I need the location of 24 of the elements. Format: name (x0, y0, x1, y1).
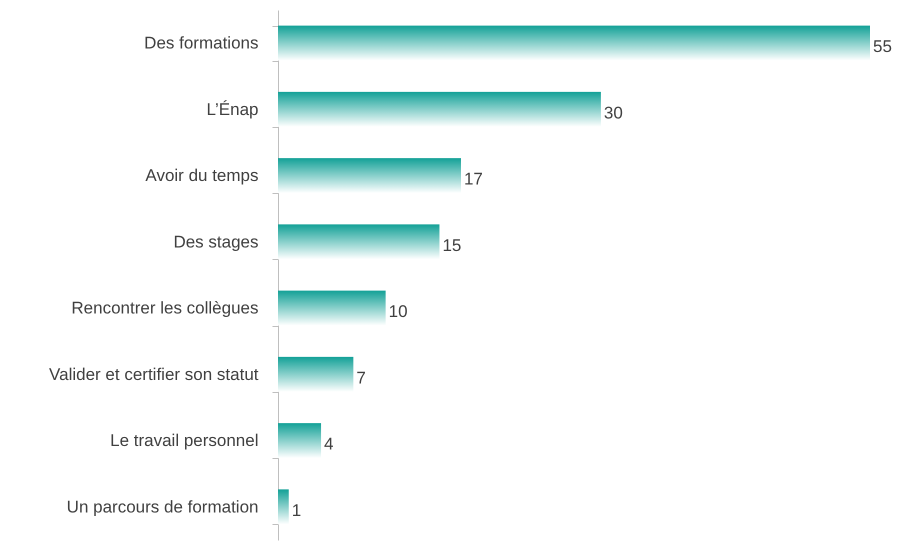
bar (278, 26, 870, 61)
y-tick-label: Des stages (173, 232, 258, 252)
y-tick-label: Un parcours de formation (66, 497, 258, 516)
bar (278, 290, 386, 326)
bar (278, 489, 289, 524)
y-tick-label: Le travail personnel (110, 431, 258, 450)
data-label: 30 (604, 103, 623, 122)
bar (278, 356, 354, 392)
data-label: 7 (356, 368, 366, 388)
data-label: 17 (464, 170, 483, 189)
y-tick-label: Valider et certifier son statut (49, 364, 259, 384)
data-label: 55 (873, 37, 892, 56)
y-tick-label: Avoir du temps (145, 166, 258, 186)
data-label: 15 (442, 236, 462, 255)
data-label: 10 (388, 302, 408, 322)
y-tick-label: Rencontrer les collègues (71, 298, 258, 318)
bar (278, 92, 601, 127)
bar (278, 224, 440, 260)
data-label: 1 (292, 500, 302, 520)
y-tick-label: L’Énap (206, 100, 258, 119)
bar (278, 158, 461, 194)
y-tick-label: Des formations (144, 34, 258, 53)
data-label: 4 (324, 434, 334, 454)
bar (278, 423, 322, 458)
